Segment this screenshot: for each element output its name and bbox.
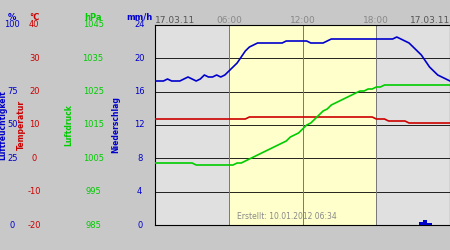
Text: Luftfeuchtigkeit: Luftfeuchtigkeit — [0, 90, 7, 160]
Text: 1035: 1035 — [83, 54, 104, 63]
Text: 30: 30 — [29, 54, 40, 63]
Text: 8: 8 — [137, 154, 142, 163]
Text: 100: 100 — [4, 20, 20, 30]
Text: 12: 12 — [135, 120, 145, 130]
Text: 10: 10 — [29, 120, 40, 130]
Text: hPa: hPa — [85, 12, 102, 22]
Text: -10: -10 — [27, 187, 41, 196]
Text: 1005: 1005 — [83, 154, 104, 163]
Bar — [229, 25, 376, 225]
Text: Niederschlag: Niederschlag — [111, 96, 120, 154]
Text: 40: 40 — [29, 20, 40, 30]
Text: 12:00: 12:00 — [290, 16, 315, 25]
Bar — [428, 223, 432, 225]
Text: °C: °C — [29, 12, 39, 22]
Bar — [419, 222, 423, 225]
Text: 1025: 1025 — [83, 87, 104, 96]
Text: 0: 0 — [32, 154, 37, 163]
Text: 06:00: 06:00 — [216, 16, 242, 25]
Text: mm/h: mm/h — [126, 12, 153, 22]
Text: 0: 0 — [10, 220, 15, 230]
Text: 985: 985 — [85, 220, 101, 230]
Text: 50: 50 — [7, 120, 18, 130]
Text: 16: 16 — [135, 87, 145, 96]
Text: Luftdruck: Luftdruck — [64, 104, 73, 146]
Bar — [423, 220, 428, 225]
Text: 75: 75 — [7, 87, 18, 96]
Text: 1015: 1015 — [83, 120, 104, 130]
Text: 995: 995 — [85, 187, 101, 196]
Text: 20: 20 — [29, 87, 40, 96]
Text: Temperatur: Temperatur — [17, 100, 26, 150]
Text: -20: -20 — [27, 220, 41, 230]
Text: 25: 25 — [7, 154, 18, 163]
Text: 17.03.11: 17.03.11 — [410, 16, 450, 25]
Text: 24: 24 — [135, 20, 145, 30]
Text: 17.03.11: 17.03.11 — [155, 16, 195, 25]
Text: 20: 20 — [135, 54, 145, 63]
Text: 0: 0 — [137, 220, 142, 230]
Text: 4: 4 — [137, 187, 142, 196]
Text: %: % — [8, 12, 17, 22]
Text: Erstellt: 10.01.2012 06:34: Erstellt: 10.01.2012 06:34 — [237, 212, 337, 221]
Text: 18:00: 18:00 — [364, 16, 389, 25]
Text: 1045: 1045 — [83, 20, 104, 30]
